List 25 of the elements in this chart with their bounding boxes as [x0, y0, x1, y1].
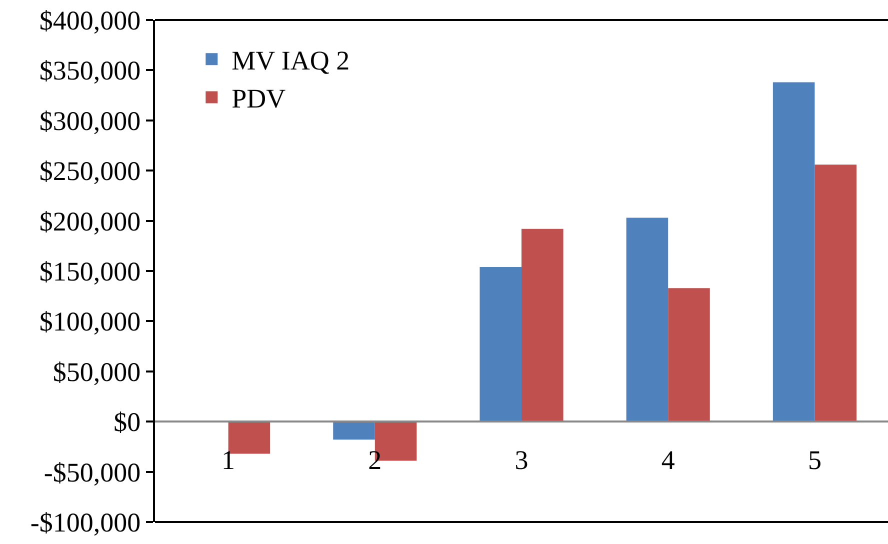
y-tick-label: $400,000 — [39, 5, 141, 36]
y-tick-label: $150,000 — [39, 256, 141, 286]
legend-label: PDV — [232, 84, 286, 114]
y-tick-label: $300,000 — [39, 106, 141, 136]
bar — [668, 288, 710, 422]
x-tick-label: 4 — [661, 445, 676, 475]
bar — [626, 218, 668, 422]
y-tick-label: $250,000 — [39, 156, 141, 186]
y-tick-label: $50,000 — [52, 356, 141, 387]
y-tick-label: $100,000 — [39, 306, 141, 337]
bar — [772, 82, 815, 422]
bar — [814, 164, 856, 422]
bar — [333, 422, 375, 440]
x-tick-label: 2 — [368, 445, 382, 475]
x-tick-label: 1 — [222, 445, 236, 475]
y-tick-label: $0 — [114, 407, 141, 438]
y-tick-label: $350,000 — [39, 56, 141, 86]
bar — [522, 228, 564, 422]
y-tick-label: $200,000 — [39, 206, 141, 236]
y-tick-label: -$100,000 — [30, 507, 141, 538]
x-tick-label: 5 — [808, 445, 822, 475]
bar — [480, 266, 522, 422]
y-tick-label: -$50,000 — [44, 457, 141, 488]
legend-label: MV IAQ 2 — [232, 46, 350, 76]
x-tick-label: 3 — [514, 445, 528, 475]
